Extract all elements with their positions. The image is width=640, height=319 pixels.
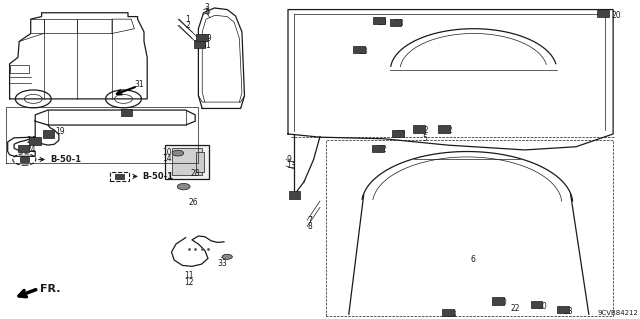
Bar [413, 125, 425, 133]
Circle shape [222, 254, 232, 259]
Text: 32: 32 [419, 126, 429, 135]
Text: 30: 30 [497, 298, 507, 307]
Bar [353, 46, 365, 53]
Bar [115, 174, 124, 179]
Text: 9: 9 [286, 155, 291, 164]
Bar [438, 125, 450, 133]
Text: 31: 31 [134, 80, 144, 89]
Text: 13: 13 [286, 161, 296, 170]
Bar [43, 130, 54, 138]
Text: 10: 10 [162, 148, 172, 157]
Text: 23: 23 [448, 310, 458, 319]
Text: 3: 3 [205, 3, 210, 11]
Text: 20: 20 [611, 11, 621, 20]
Text: 32: 32 [397, 130, 406, 139]
Bar [392, 130, 404, 137]
Text: 26: 26 [189, 198, 198, 207]
Text: 7: 7 [307, 216, 312, 225]
Text: 30: 30 [538, 302, 547, 311]
Text: FR.: FR. [40, 284, 60, 294]
Text: 2: 2 [186, 21, 190, 30]
FancyBboxPatch shape [165, 145, 209, 179]
Text: 23: 23 [563, 307, 573, 315]
Bar [557, 306, 569, 313]
Bar [18, 145, 29, 152]
Text: 31: 31 [201, 41, 211, 50]
Text: 28: 28 [191, 169, 200, 178]
Text: 24: 24 [27, 145, 36, 154]
Text: 24: 24 [291, 192, 301, 201]
Text: 11: 11 [184, 271, 194, 280]
Text: 5: 5 [422, 134, 428, 143]
Circle shape [172, 150, 184, 156]
Bar [531, 301, 542, 308]
Text: 32: 32 [378, 145, 387, 154]
Text: 28: 28 [358, 47, 368, 56]
Bar [373, 17, 385, 25]
Text: 19: 19 [55, 127, 65, 136]
Bar [492, 297, 504, 305]
Bar [10, 65, 29, 73]
Text: 4: 4 [205, 8, 210, 17]
Text: 12: 12 [184, 278, 194, 287]
Text: B-50-1: B-50-1 [143, 172, 174, 181]
Text: 22: 22 [511, 304, 520, 313]
Bar [29, 137, 41, 145]
Text: 9CVB84212: 9CVB84212 [598, 310, 639, 316]
Text: 24: 24 [27, 136, 36, 145]
Bar [194, 40, 205, 48]
Text: 14: 14 [162, 154, 172, 163]
Bar [442, 309, 454, 316]
Bar [121, 108, 132, 116]
Bar [372, 145, 384, 152]
Text: B-50-1: B-50-1 [50, 155, 81, 164]
Text: 1: 1 [186, 15, 190, 24]
FancyBboxPatch shape [196, 152, 204, 172]
Text: 19: 19 [202, 34, 212, 43]
Bar [289, 191, 300, 199]
Text: 8: 8 [307, 222, 312, 231]
Bar [390, 19, 401, 26]
Text: 29: 29 [378, 18, 387, 27]
FancyBboxPatch shape [172, 148, 202, 175]
Text: 33: 33 [218, 259, 227, 268]
Circle shape [177, 183, 190, 190]
Text: 32: 32 [444, 126, 453, 135]
Bar [196, 33, 208, 41]
Text: 6: 6 [470, 256, 476, 264]
Text: 28: 28 [395, 19, 404, 28]
Bar [20, 157, 29, 162]
Bar [597, 10, 609, 17]
